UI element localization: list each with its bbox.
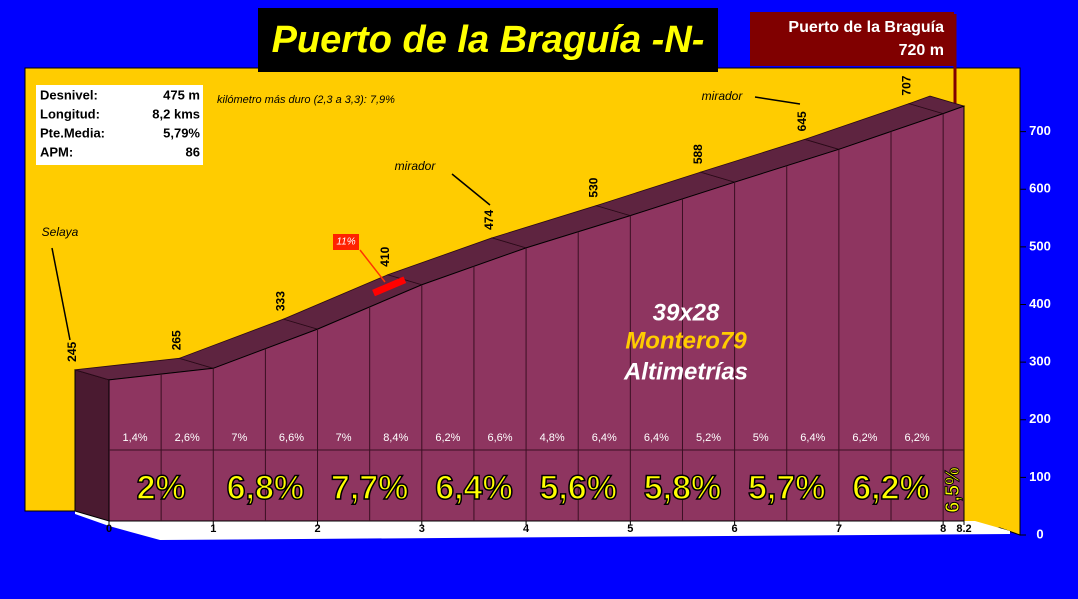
y-tick-label: 400	[1029, 296, 1051, 311]
x-tick-label: 4	[523, 523, 530, 535]
altitude-label: 707	[899, 75, 913, 95]
summit-box	[750, 12, 954, 66]
annotation-tag	[333, 234, 359, 250]
half-km-grade: 1,4%	[123, 432, 148, 444]
half-km-grade: 6,6%	[279, 432, 304, 444]
altitude-label: 645	[795, 111, 809, 131]
stat-label: APM:	[40, 144, 73, 159]
x-tick-label: 6	[732, 523, 738, 535]
x-tick-label: 0	[106, 523, 112, 535]
half-km-grade: 2,6%	[175, 432, 200, 444]
x-tick-label: 7	[836, 523, 842, 535]
y-tick-label: 300	[1029, 354, 1051, 369]
half-km-grade: 6,2%	[905, 432, 930, 444]
annotation: 11%	[336, 237, 355, 248]
half-km-grade: 7%	[336, 432, 352, 444]
summit-name: Puerto de la Braguía	[788, 19, 944, 36]
side-face	[74, 369, 110, 522]
stat-value: 5,79%	[163, 125, 200, 140]
altitude-label: 530	[587, 177, 601, 197]
stat-value: 475 m	[163, 87, 200, 102]
credit: 39x28	[653, 299, 720, 326]
half-km-grade: 5,2%	[696, 432, 721, 444]
annotation: mirador	[395, 159, 437, 173]
km-grade: 2%	[137, 469, 186, 507]
altitude-label: 588	[691, 144, 705, 164]
annotation: mirador	[702, 89, 744, 103]
altitude-label: 410	[378, 246, 392, 266]
half-km-grade: 8,4%	[383, 432, 408, 444]
km-grade: 5,8%	[644, 469, 722, 507]
y-tick-label: 600	[1029, 181, 1051, 196]
summit-altitude: 720 m	[899, 42, 944, 59]
km-grade: 5,6%	[539, 469, 617, 507]
title-box	[258, 8, 718, 72]
half-km-grade: 6,4%	[800, 432, 825, 444]
credit: Montero79	[625, 327, 747, 354]
x-tick-label: 2	[314, 523, 320, 535]
x-tick-label: 5	[627, 523, 633, 535]
annotation-leader	[451, 173, 491, 206]
stat-label: Longitud:	[40, 106, 100, 121]
y-tick-label: 500	[1029, 238, 1051, 253]
annotation-leader	[754, 96, 801, 105]
altitude-label: 474	[482, 210, 496, 230]
annotation-leader	[51, 247, 71, 341]
km-grade: 7,7%	[331, 469, 409, 507]
altitude-label: 333	[274, 291, 288, 311]
km-grade: 6,5%	[942, 467, 964, 513]
x-tick-label: 3	[419, 523, 425, 535]
x-tick-label: 8.2	[956, 523, 971, 535]
km-grade: 6,2%	[852, 469, 930, 507]
stat-label: Desnivel:	[40, 87, 98, 102]
chart-title: Puerto de la Braguía -N-	[272, 19, 705, 61]
half-km-grade: 6,6%	[487, 432, 512, 444]
annotation: Selaya	[42, 225, 79, 239]
stat-value: 86	[186, 144, 200, 159]
y-tick-label: 100	[1029, 469, 1051, 484]
half-km-grade: 6,4%	[592, 432, 617, 444]
steep-section	[372, 276, 407, 297]
km-grade: 6,8%	[227, 469, 305, 507]
stat-label: Pte.Media:	[40, 125, 105, 140]
half-km-grade: 6,4%	[644, 432, 669, 444]
stats-box	[36, 85, 203, 165]
half-km-grade: 7%	[231, 432, 247, 444]
y-tick-label: 200	[1029, 411, 1051, 426]
x-tick-label: 8	[940, 523, 946, 535]
annotation-leader	[359, 249, 386, 283]
stat-value: 8,2 kms	[152, 106, 200, 121]
half-km-grade: 5%	[753, 432, 769, 444]
credit: Altimetrías	[623, 358, 748, 385]
floor	[75, 511, 1010, 540]
x-tick-label: 1	[210, 523, 216, 535]
altitude-label: 245	[65, 341, 79, 361]
altitude-label: 265	[169, 330, 183, 350]
half-km-grade: 6,2%	[852, 432, 877, 444]
half-km-grade: 4,8%	[540, 432, 565, 444]
y-tick-label: 0	[1036, 526, 1043, 541]
note: kilómetro más duro (2,3 a 3,3): 7,9%	[217, 94, 395, 106]
km-grade: 5,7%	[748, 469, 826, 507]
y-tick-label: 700	[1029, 123, 1051, 138]
km-grade: 6,4%	[435, 469, 513, 507]
half-km-grade: 6,2%	[435, 432, 460, 444]
